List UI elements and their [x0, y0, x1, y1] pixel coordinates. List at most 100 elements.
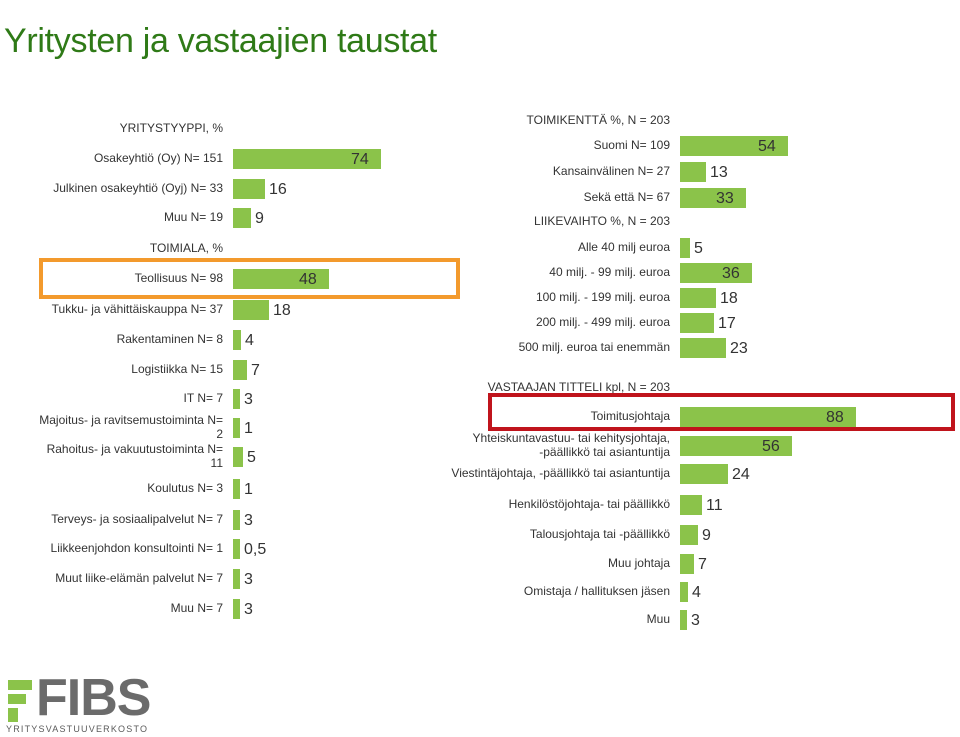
bar — [680, 288, 716, 308]
bar — [233, 539, 240, 559]
bar — [233, 149, 381, 169]
data-label: 3 — [244, 512, 253, 529]
category-label: Alle 40 milj euroa — [578, 240, 670, 254]
data-label: 9 — [702, 527, 711, 544]
data-label: 4 — [692, 584, 701, 601]
fibs-leaf-icon — [8, 680, 32, 722]
bar — [233, 510, 240, 530]
category-label: Tukku- ja vähittäiskauppa N= 37 — [52, 302, 224, 316]
category-label: Logistiikka N= 15 — [131, 362, 223, 376]
data-label: 0,5 — [244, 541, 266, 558]
data-label: 4 — [245, 332, 254, 349]
data-label: 88 — [826, 409, 844, 426]
category-label: Muu N= 7 — [171, 601, 224, 615]
bar — [680, 554, 694, 574]
data-label: 16 — [269, 181, 287, 198]
category-label: Terveys- ja sosiaalipalvelut N= 7 — [51, 512, 223, 526]
data-label: 1 — [244, 481, 253, 498]
data-label: 24 — [732, 466, 750, 483]
category-label: Liikkeenjohdon konsultointi N= 1 — [51, 541, 224, 555]
bar — [233, 208, 251, 228]
section-header: TOIMIALA, % — [150, 241, 223, 255]
bar — [233, 599, 240, 619]
data-label: 5 — [694, 240, 703, 257]
data-label: 18 — [273, 302, 291, 319]
bar — [233, 300, 269, 320]
category-label: Yhteiskuntavastuu- tai kehitysjohtaja, -p… — [473, 431, 671, 459]
bar — [233, 360, 247, 380]
bar — [233, 447, 243, 467]
data-label: 36 — [722, 265, 740, 282]
category-label: Rahoitus- ja vakuutustoiminta N= 11 — [47, 442, 224, 470]
bar — [680, 407, 856, 427]
category-label: Omistaja / hallituksen jäsen — [524, 584, 670, 598]
data-label: 33 — [716, 190, 734, 207]
bar — [233, 389, 240, 409]
category-label: IT N= 7 — [184, 391, 224, 405]
bar — [680, 582, 688, 602]
bar — [233, 269, 329, 289]
category-label: Julkinen osakeyhtiö (Oyj) N= 33 — [53, 181, 223, 195]
bar — [680, 188, 746, 208]
bar — [680, 610, 687, 630]
category-label: Sekä että N= 67 — [584, 190, 671, 204]
bar — [680, 238, 690, 258]
data-label: 3 — [244, 601, 253, 618]
bar — [680, 313, 714, 333]
category-label: Muu — [647, 612, 670, 626]
category-label: Osakeyhtiö (Oy) N= 151 — [94, 151, 223, 165]
data-label: 7 — [698, 556, 707, 573]
data-label: 7 — [251, 362, 260, 379]
highlight-box-orange — [39, 258, 460, 299]
bar — [233, 418, 240, 438]
category-label: Koulutus N= 3 — [147, 481, 223, 495]
bar — [680, 525, 698, 545]
logo-subtitle: YRITYSVASTUUVERKOSTO — [6, 724, 149, 734]
bar — [233, 479, 240, 499]
category-label: Muu N= 19 — [164, 210, 223, 224]
bar — [233, 569, 240, 589]
category-label: 500 milj. euroa tai enemmän — [519, 340, 670, 354]
section-header: VASTAAJAN TITTELI kpl, N = 203 — [488, 380, 671, 394]
category-label: Henkilöstöjohtaja- tai päällikkö — [509, 497, 671, 511]
category-label: Muut liike-elämän palvelut N= 7 — [55, 571, 223, 585]
section-header: YRITYSTYYPPI, % — [120, 121, 224, 135]
category-label: 200 milj. - 499 milj. euroa — [536, 315, 670, 329]
page-title: Yritysten ja vastaajien taustat — [4, 22, 437, 60]
category-label: 40 milj. - 99 milj. euroa — [549, 265, 670, 279]
bar — [680, 464, 728, 484]
category-label: Kansainvälinen N= 27 — [553, 164, 670, 178]
bar — [680, 495, 702, 515]
data-label: 54 — [758, 138, 776, 155]
category-label: 100 milj. - 199 milj. euroa — [536, 290, 670, 304]
section-header: TOIMIKENTTÄ %, N = 203 — [527, 113, 671, 127]
bar — [680, 436, 792, 456]
data-label: 3 — [691, 612, 700, 629]
logo-wordmark: FIBS — [36, 669, 151, 727]
category-label: Suomi N= 109 — [594, 138, 671, 152]
data-label: 11 — [706, 497, 723, 514]
data-label: 13 — [710, 164, 728, 181]
category-label: Rakentaminen N= 8 — [117, 332, 224, 346]
bar — [680, 162, 706, 182]
data-label: 3 — [244, 571, 253, 588]
section-header: LIIKEVAIHTO %, N = 203 — [534, 214, 670, 228]
data-label: 1 — [244, 420, 253, 437]
category-label: Majoitus- ja ravitsemustoiminta N= 2 — [39, 413, 223, 441]
data-label: 3 — [244, 391, 253, 408]
data-label: 48 — [299, 271, 317, 288]
data-label: 74 — [351, 151, 369, 168]
bar — [680, 338, 726, 358]
category-label: Viestintäjohtaja, -päällikkö tai asiantu… — [451, 466, 670, 480]
data-label: 9 — [255, 210, 264, 227]
data-label: 23 — [730, 340, 748, 357]
category-label: Muu johtaja — [608, 556, 670, 570]
bar — [233, 179, 265, 199]
bar — [680, 136, 788, 156]
data-label: 56 — [762, 438, 780, 455]
category-label: Talousjohtaja tai -päällikkö — [530, 527, 670, 541]
category-label: Toimitusjohtaja — [591, 409, 671, 423]
category-label: Teollisuus N= 98 — [135, 271, 224, 285]
bar — [233, 330, 241, 350]
